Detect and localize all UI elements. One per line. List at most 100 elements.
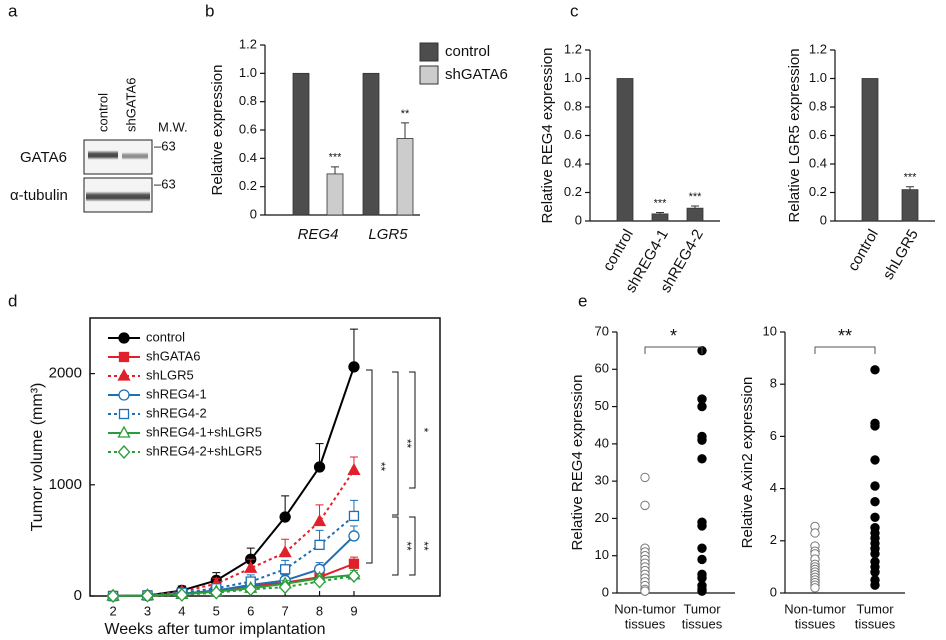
error-bar: [331, 166, 339, 174]
y-tick-label: 4: [770, 480, 777, 495]
y-tick-label: 6: [770, 428, 777, 443]
significance: **: [400, 541, 414, 551]
x-tick-label: 2: [109, 603, 116, 618]
y-tick-label: 1.0: [239, 65, 257, 80]
data-point: [810, 528, 820, 538]
data-point: [244, 582, 258, 597]
y-tick-label: 10: [763, 323, 777, 338]
data-point: [870, 580, 880, 590]
y-tick-label: 0: [602, 584, 609, 599]
significance: **: [417, 541, 431, 551]
x-tick-label: 6: [247, 603, 254, 618]
legend-marker: [117, 425, 131, 438]
y-tick-label: 1.0: [564, 70, 582, 85]
data-point: [279, 564, 291, 575]
data-point: [348, 510, 360, 522]
legend-swatch: [419, 42, 439, 62]
bar: [292, 72, 310, 216]
bar: [901, 189, 919, 222]
legend-label: shREG4-2+shLGR5: [146, 443, 262, 458]
data-point: [313, 574, 326, 589]
x-tick-label: control: [845, 226, 882, 273]
y-tick-label: 1.0: [809, 70, 827, 85]
y-tick-label: 0.2: [564, 184, 582, 199]
y-tick-label: 8: [770, 376, 777, 391]
y-tick-label: 0.6: [239, 121, 257, 136]
y-tick-label: 1.2: [564, 41, 582, 56]
legend-label: shGATA6: [445, 66, 508, 83]
x-tick-label: Non-tumor: [784, 601, 846, 616]
bar: [326, 173, 344, 216]
x-tick-label: shLGR5: [880, 226, 922, 282]
x-tick-label: Tumor: [856, 601, 894, 616]
data-point: [348, 530, 360, 542]
significance-bracket: [392, 516, 399, 576]
x-tick-label: 3: [144, 603, 151, 618]
data-point: [278, 580, 292, 595]
y-tick-label: 40: [595, 435, 609, 450]
bar: [861, 78, 879, 222]
significance-bracket: [644, 346, 703, 354]
legend-label: control: [146, 329, 185, 344]
data-point: [870, 421, 880, 431]
legend-label: shLGR5: [146, 367, 194, 382]
data-point: [348, 558, 360, 569]
data-point: [870, 481, 880, 491]
data-point: [697, 454, 707, 464]
y-axis-label: Relative Axin2 expression: [739, 377, 756, 549]
x-tick-label: control: [600, 226, 637, 273]
data-point: [697, 554, 707, 565]
mw-header: M.W.: [158, 119, 188, 134]
legend-marker: [118, 332, 130, 344]
data-point: [279, 511, 291, 523]
panel-label: b: [205, 1, 214, 20]
blot-band: [86, 191, 150, 202]
x-tick-label: 7: [282, 603, 289, 618]
panel-label: a: [8, 1, 18, 20]
data-point: [810, 583, 820, 593]
y-tick-label: 1.2: [239, 36, 257, 51]
panel-label: e: [578, 291, 587, 310]
significance: ***: [654, 197, 668, 209]
legend-label: shREG4-2: [146, 405, 207, 420]
error-bar: [656, 211, 664, 214]
y-tick-label: 2000: [49, 365, 82, 382]
data-point: [870, 512, 880, 523]
significance-bracket: [409, 516, 416, 576]
y-tick-label: 0.8: [564, 98, 582, 113]
significance: ***: [329, 152, 343, 164]
significance-bracket: [409, 371, 416, 489]
blot-band: [122, 152, 148, 160]
y-axis-label: Relative REG4 expression: [569, 375, 586, 551]
y-tick-label: 0.2: [809, 184, 827, 199]
significance-bracket: [814, 346, 876, 354]
x-tick-label: Tumor: [683, 601, 721, 616]
data-point: [697, 521, 707, 531]
legend-label: control: [445, 43, 490, 60]
significance: ***: [689, 191, 703, 203]
y-tick-label: 1000: [49, 476, 82, 493]
lane-label: control: [95, 93, 110, 132]
series-line: [113, 574, 355, 597]
significance-bracket: [366, 369, 373, 564]
y-tick-label: 0: [820, 212, 827, 227]
y-tick-label: 0.6: [809, 127, 827, 142]
x-tick-label: 9: [350, 603, 357, 618]
x-axis-label: Weeks after tumor implantation: [104, 621, 325, 638]
lane-label: shGATA6: [123, 78, 138, 132]
legend-label: shREG4-1: [146, 386, 207, 401]
significance: *: [417, 428, 431, 433]
blot-band: [88, 150, 118, 160]
error-bar: [401, 122, 409, 139]
data-point: [312, 514, 327, 527]
data-point: [870, 567, 880, 577]
bar: [396, 138, 414, 216]
y-tick-label: 60: [595, 361, 609, 376]
legend-label: shREG4-1+shLGR5: [146, 424, 262, 439]
error-bar: [906, 186, 914, 190]
y-axis-label: Relative expression: [209, 65, 226, 196]
data-point: [278, 545, 292, 558]
data-point: [697, 586, 707, 596]
mw-marker: –63: [154, 176, 176, 191]
